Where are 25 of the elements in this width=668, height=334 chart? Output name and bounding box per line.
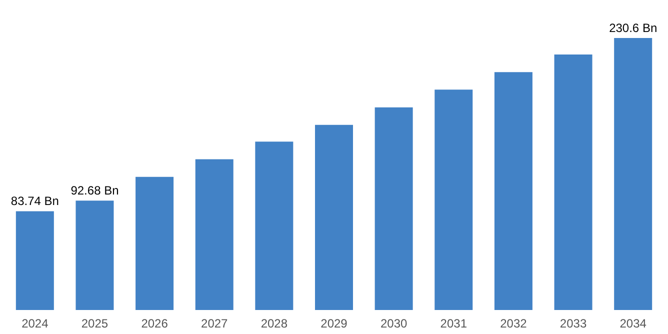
bar: [374, 107, 413, 310]
x-tick-label: 2028: [260, 316, 288, 330]
x-tick-label: 2026: [141, 316, 168, 330]
bar: [76, 200, 114, 310]
x-tick-label: 2033: [560, 316, 587, 330]
bar: [16, 211, 54, 310]
bar: [255, 142, 294, 310]
bar: [554, 54, 592, 310]
x-tick-label: 2025: [81, 316, 108, 330]
x-tick-label: 2024: [22, 316, 49, 330]
x-tick-label: 2031: [440, 316, 468, 330]
x-tick-label: 2032: [500, 316, 528, 330]
bar: [434, 90, 473, 310]
x-tick-label: 2029: [320, 316, 348, 330]
data-label: 92.68 Bn: [70, 184, 119, 198]
bar: [195, 159, 234, 310]
bar: [494, 72, 532, 310]
x-tick-label: 2027: [201, 316, 228, 330]
data-label: 83.74 Bn: [10, 194, 59, 208]
bar: [315, 124, 353, 310]
x-tick-label: 2030: [380, 316, 408, 330]
bar: [614, 38, 652, 310]
bar: [136, 176, 174, 310]
data-label: 230.6 Bn: [609, 21, 658, 35]
x-tick-label: 2034: [620, 316, 647, 330]
